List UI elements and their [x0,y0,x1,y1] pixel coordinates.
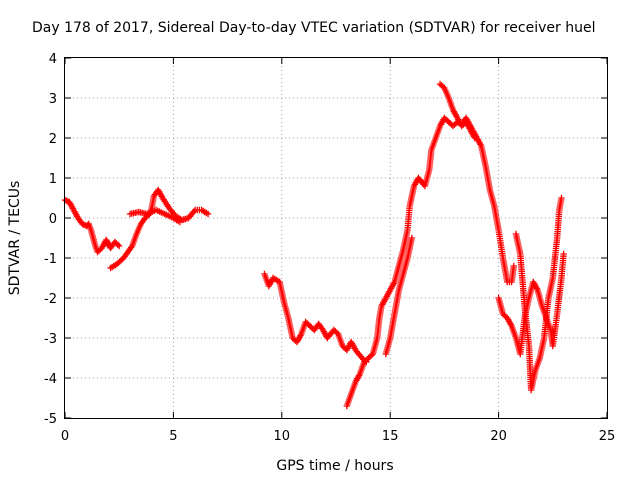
data-point [114,241,121,248]
x-axis-label: GPS time / hours [276,458,393,474]
y-tick-label: 2 [49,132,57,147]
plot-frame [64,57,608,419]
data-point [116,242,123,250]
grid [65,58,607,418]
x-tick-label: 15 [382,429,399,444]
x-tick-label: 25 [599,429,616,444]
data-point [176,218,184,226]
data-point [408,234,416,242]
data-point [333,329,340,336]
data-point [204,210,212,218]
series-seg-c [126,206,184,226]
series-seg-i [512,194,565,394]
x-tick-label: 0 [61,429,69,444]
y-tick-label: -2 [44,292,57,307]
y-tick-label: -3 [44,332,57,347]
series-seg-a [61,196,123,256]
y-tick-label: -1 [44,252,57,267]
chart-title: Day 178 of 2017, Sidereal Day-to-day VTE… [32,20,595,36]
y-tick-label: 1 [49,172,57,187]
data-point [439,83,447,90]
x-tick-label: 20 [490,429,507,444]
y-tick-label: 0 [49,212,57,227]
y-axis-label: SDTVAR / TECUs [7,181,23,296]
y-tick-label: 4 [49,52,57,67]
series-seg-b [107,186,212,272]
series-seg-e [343,114,517,410]
data-marks [61,80,567,410]
data-point [558,194,565,202]
x-tick-label: 5 [169,429,177,444]
series-seg-g [382,234,416,358]
data-point [79,220,86,228]
data-point [560,250,567,258]
y-tick-label: 3 [49,92,57,107]
series-seg-f [436,80,478,142]
x-tick-label: 10 [274,429,291,444]
data-point [471,134,478,142]
data-point [368,352,375,359]
data-point [510,262,517,270]
y-tick-label: -4 [44,372,57,387]
y-tick-label: -5 [44,412,57,427]
series-seg-d [261,270,370,366]
